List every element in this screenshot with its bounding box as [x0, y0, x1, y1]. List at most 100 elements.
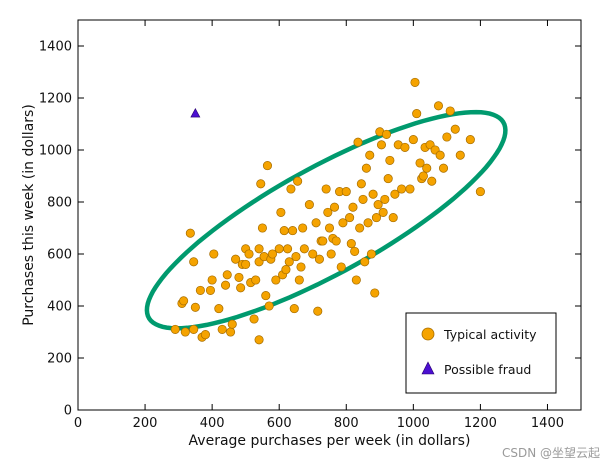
typical-point: [209, 249, 219, 259]
typical-point: [380, 194, 390, 204]
x-tick-label: 1200: [464, 416, 497, 431]
typical-point: [408, 135, 418, 145]
typical-point: [234, 272, 244, 282]
typical-point: [289, 304, 299, 314]
x-tick-label: 1400: [531, 416, 564, 431]
typical-point: [231, 254, 241, 264]
typical-point: [422, 163, 432, 173]
legend: Typical activity Possible fraud: [405, 312, 557, 394]
typical-point: [346, 239, 356, 249]
typical-point: [261, 291, 271, 301]
typical-point: [405, 184, 415, 194]
typical-point: [308, 249, 318, 259]
y-tick-label: 600: [47, 248, 72, 263]
typical-point: [348, 202, 358, 212]
y-axis-title: Purchases this week (in dollars): [21, 104, 37, 326]
typical-point: [455, 150, 465, 160]
typical-point: [271, 275, 281, 285]
y-tick-label: 200: [47, 352, 72, 367]
typical-point: [336, 262, 346, 272]
typical-point: [241, 259, 251, 269]
typical-point: [400, 142, 410, 152]
typical-point: [281, 265, 291, 275]
x-tick-label: 400: [200, 416, 225, 431]
y-tick-label: 1400: [39, 40, 72, 55]
typical-point: [465, 135, 475, 145]
typical-point: [283, 244, 293, 254]
legend-typical-label: Typical activity: [443, 327, 537, 342]
typical-point: [355, 223, 365, 233]
y-tick-label: 1000: [39, 144, 72, 159]
typical-point: [185, 228, 195, 238]
y-tick-label: 400: [47, 300, 72, 315]
typical-point: [314, 254, 324, 264]
typical-point: [363, 218, 373, 228]
typical-point: [222, 270, 232, 280]
typical-point: [180, 327, 190, 337]
typical-point: [445, 106, 455, 116]
typical-point: [358, 194, 368, 204]
typical-point: [427, 176, 437, 186]
typical-point: [254, 244, 264, 254]
watermark-text: CSDN @坐望云起: [501, 446, 600, 460]
y-tick-label: 1200: [39, 92, 72, 107]
cluster-ellipse-layer: [144, 109, 508, 331]
typical-point: [326, 249, 336, 259]
typical-point: [323, 207, 333, 217]
legend-fraud-label: Possible fraud: [444, 362, 531, 377]
typical-point: [294, 275, 304, 285]
typical-point: [381, 129, 392, 139]
x-tick-label: 1000: [397, 416, 430, 431]
typical-point: [353, 137, 363, 147]
typical-point: [227, 319, 237, 329]
y-tick-label: 0: [64, 404, 72, 419]
typical-point: [370, 288, 380, 298]
typical-point: [296, 262, 306, 272]
typical-point: [190, 302, 200, 312]
typical-point: [376, 140, 387, 150]
typical-point: [318, 236, 328, 246]
typical-point: [288, 226, 298, 236]
typical-point: [244, 249, 254, 259]
typical-point: [311, 218, 321, 228]
typical-point: [415, 158, 425, 168]
typical-point: [324, 223, 335, 233]
typical-point: [356, 179, 366, 189]
typical-point: [254, 335, 264, 345]
typical-point: [257, 223, 267, 233]
typical-point: [293, 176, 303, 186]
typical-point: [236, 283, 246, 293]
typical-point: [385, 155, 395, 165]
typical-point: [390, 189, 400, 199]
typical-point: [249, 314, 259, 324]
typical-point: [351, 275, 361, 285]
typical-point: [291, 252, 301, 262]
legend-box: [405, 312, 557, 394]
typical-point: [438, 163, 449, 173]
typical-point: [360, 257, 370, 267]
typical-point: [189, 324, 199, 334]
typical-point: [368, 189, 378, 199]
data-points: [170, 77, 485, 345]
typical-point: [365, 150, 375, 160]
typical-point: [329, 202, 340, 212]
typical-point: [350, 246, 360, 256]
axes: 0 200 400 600 800 1000 1200 1400 0 200 400 600 800 10…: [39, 20, 581, 431]
x-tick-label: 800: [334, 416, 359, 431]
fraud-point: [190, 107, 201, 118]
typical-point: [214, 304, 224, 314]
typical-point: [279, 226, 289, 236]
typical-point: [397, 184, 407, 194]
typical-point: [251, 275, 261, 285]
x-tick-label: 0: [74, 416, 82, 431]
typical-point: [298, 223, 308, 233]
typical-point: [450, 124, 460, 134]
x-tick-label: 200: [133, 416, 158, 431]
typical-point: [205, 285, 216, 295]
typical-point: [442, 132, 452, 142]
typical-point: [274, 244, 284, 254]
typical-point: [304, 200, 314, 210]
typical-point: [299, 244, 309, 254]
typical-point: [373, 200, 383, 210]
